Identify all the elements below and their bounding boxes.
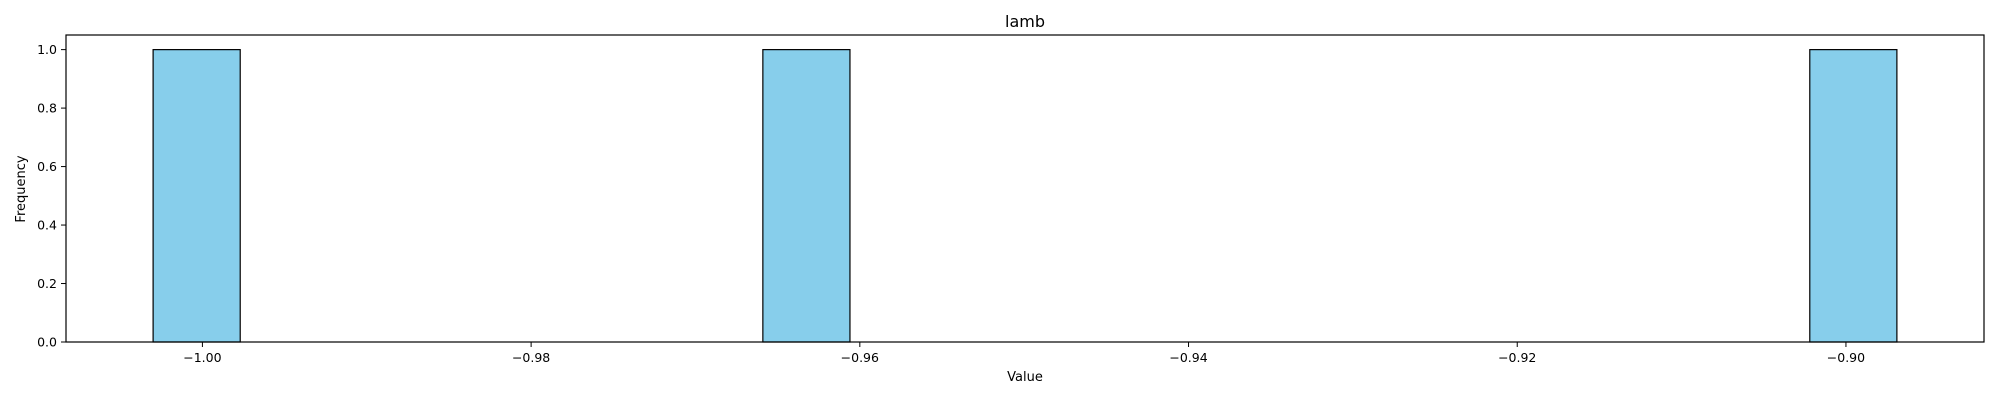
- y-tick-label: 0.8: [37, 101, 57, 116]
- histogram-bar-2: [762, 49, 851, 343]
- x-tick-label: −0.90: [1827, 350, 1865, 365]
- x-tick-label: −0.96: [841, 350, 879, 365]
- x-tick-label: −0.92: [1498, 350, 1536, 365]
- plot-area: [152, 49, 1898, 343]
- y-axis-label: Frequency: [14, 155, 29, 222]
- plot-frame: [65, 34, 1985, 343]
- y-tick-label: 1.0: [37, 42, 57, 57]
- x-tick-label: −0.98: [512, 350, 550, 365]
- y-tick-label: 0.0: [37, 335, 57, 350]
- y-axis-ticks: 0.0 0.2 0.4 0.6 0.8 1.0: [37, 42, 66, 350]
- x-axis-ticks: −1.00 −0.98 −0.96 −0.94 −0.92 −0.90: [183, 342, 1865, 365]
- y-tick-label: 0.4: [37, 218, 57, 233]
- y-tick-label: 0.6: [37, 159, 57, 174]
- x-tick-label: −0.94: [1169, 350, 1207, 365]
- x-tick-label: −1.00: [183, 350, 221, 365]
- y-tick-label: 0.2: [37, 276, 57, 291]
- histogram-bar-1: [152, 49, 241, 343]
- histogram-bar-3: [1809, 49, 1898, 343]
- x-axis-label: Value: [1007, 370, 1043, 385]
- chart-title: lamb: [1005, 12, 1045, 31]
